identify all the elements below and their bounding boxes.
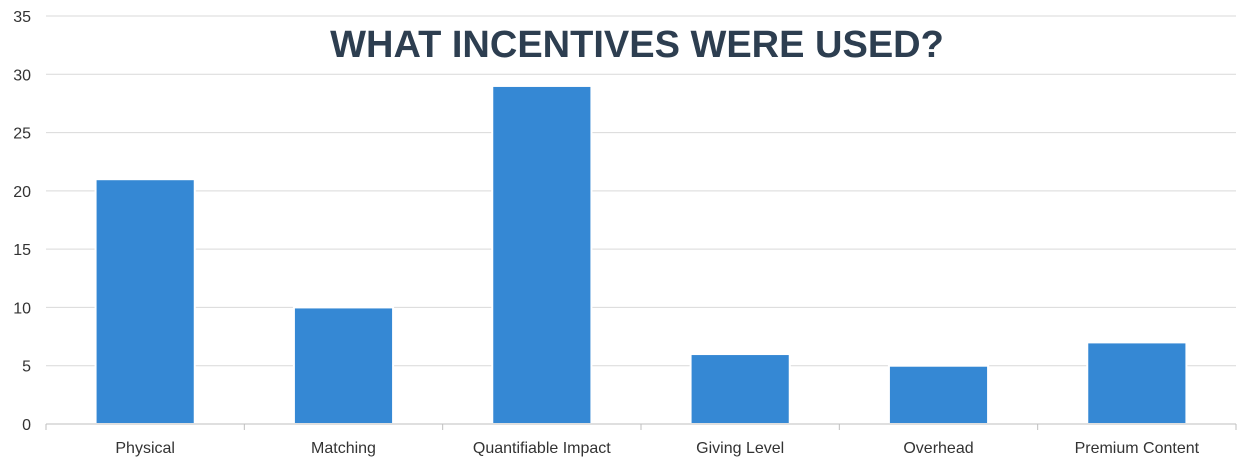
x-category-label: Matching [311,440,376,457]
y-tick-label: 0 [22,417,31,434]
x-axis-category-labels: Physical Matching Quantifiable Impact Givin… [115,440,1199,457]
bar [94,178,196,425]
y-tick-label: 5 [22,359,31,376]
chart-title: WHAT INCENTIVES WERE USED? [330,24,944,66]
bar [887,364,990,426]
y-axis-tick-labels: 0 5 10 15 20 25 30 35 [13,9,31,434]
x-category-label: Premium Content [1075,440,1200,457]
gridlines [46,15,1236,367]
x-axis [45,423,1237,430]
y-tick-label: 25 [13,126,31,143]
y-tick-label: 10 [13,300,31,317]
x-category-label: Overhead [903,440,973,457]
bars [94,84,1188,426]
y-tick-label: 35 [13,9,31,26]
y-tick-label: 20 [13,184,31,201]
bar [491,84,593,425]
x-category-label: Giving Level [696,440,784,457]
y-tick-label: 15 [13,242,31,259]
bar [689,353,791,425]
bar [292,306,395,425]
x-category-label: Physical [115,440,175,457]
x-category-label: Quantifiable Impact [473,440,611,457]
bar [1086,341,1188,425]
y-tick-label: 30 [13,67,31,84]
